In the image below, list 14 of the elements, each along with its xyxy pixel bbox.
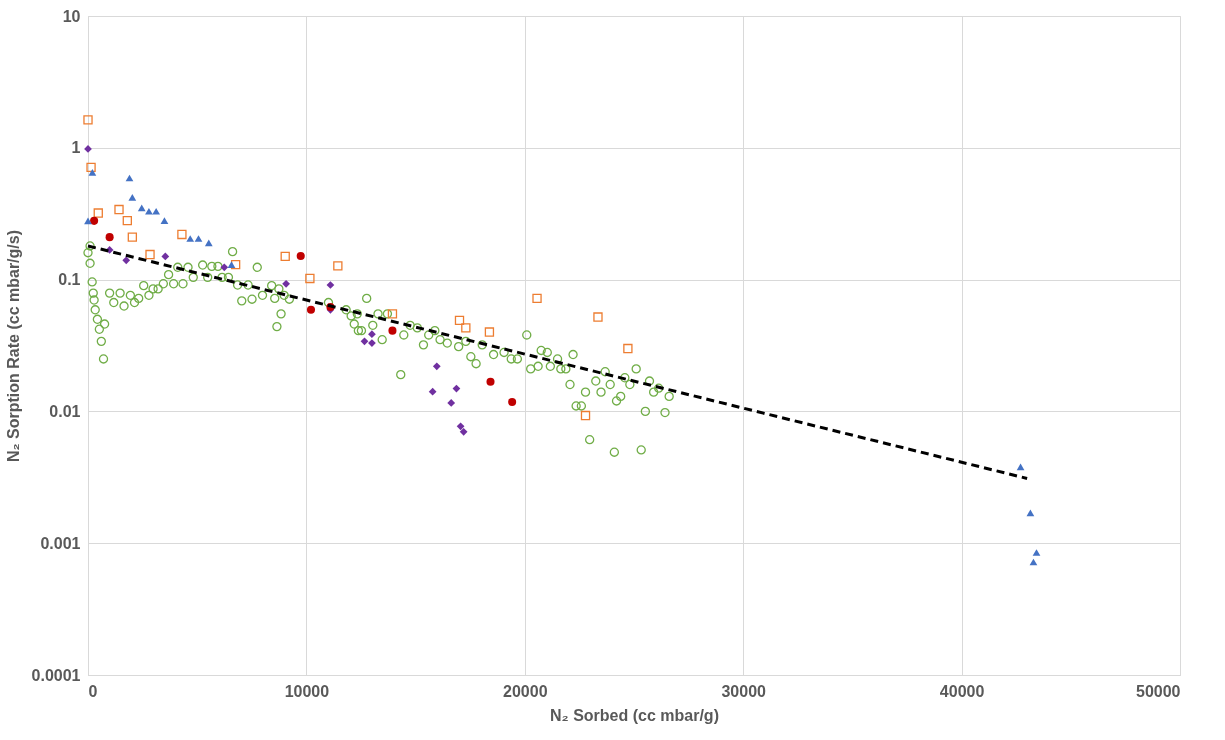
y-tick-label: 0.1 — [58, 271, 81, 289]
y-tick-label: 10 — [62, 7, 81, 25]
y-axis-title: N₂ Sorption Rate (cc mbar/g/s) — [4, 229, 22, 463]
y-tick-label: 0.0001 — [31, 666, 81, 684]
x-tick-label: 20000 — [503, 682, 548, 700]
y-tick-label: 0.01 — [49, 402, 81, 420]
x-tick-label: 50000 — [1136, 682, 1181, 700]
x-tick-label: 30000 — [721, 682, 767, 700]
y-tick-label: 1 — [71, 139, 81, 157]
x-tick-label: 40000 — [939, 682, 985, 700]
x-axis-title: N₂ Sorbed (cc mbar/g) — [550, 706, 719, 724]
y-tick-label: 0.001 — [40, 534, 81, 552]
x-tick-label: 10000 — [284, 682, 330, 700]
x-tick-label: 0 — [88, 682, 98, 700]
